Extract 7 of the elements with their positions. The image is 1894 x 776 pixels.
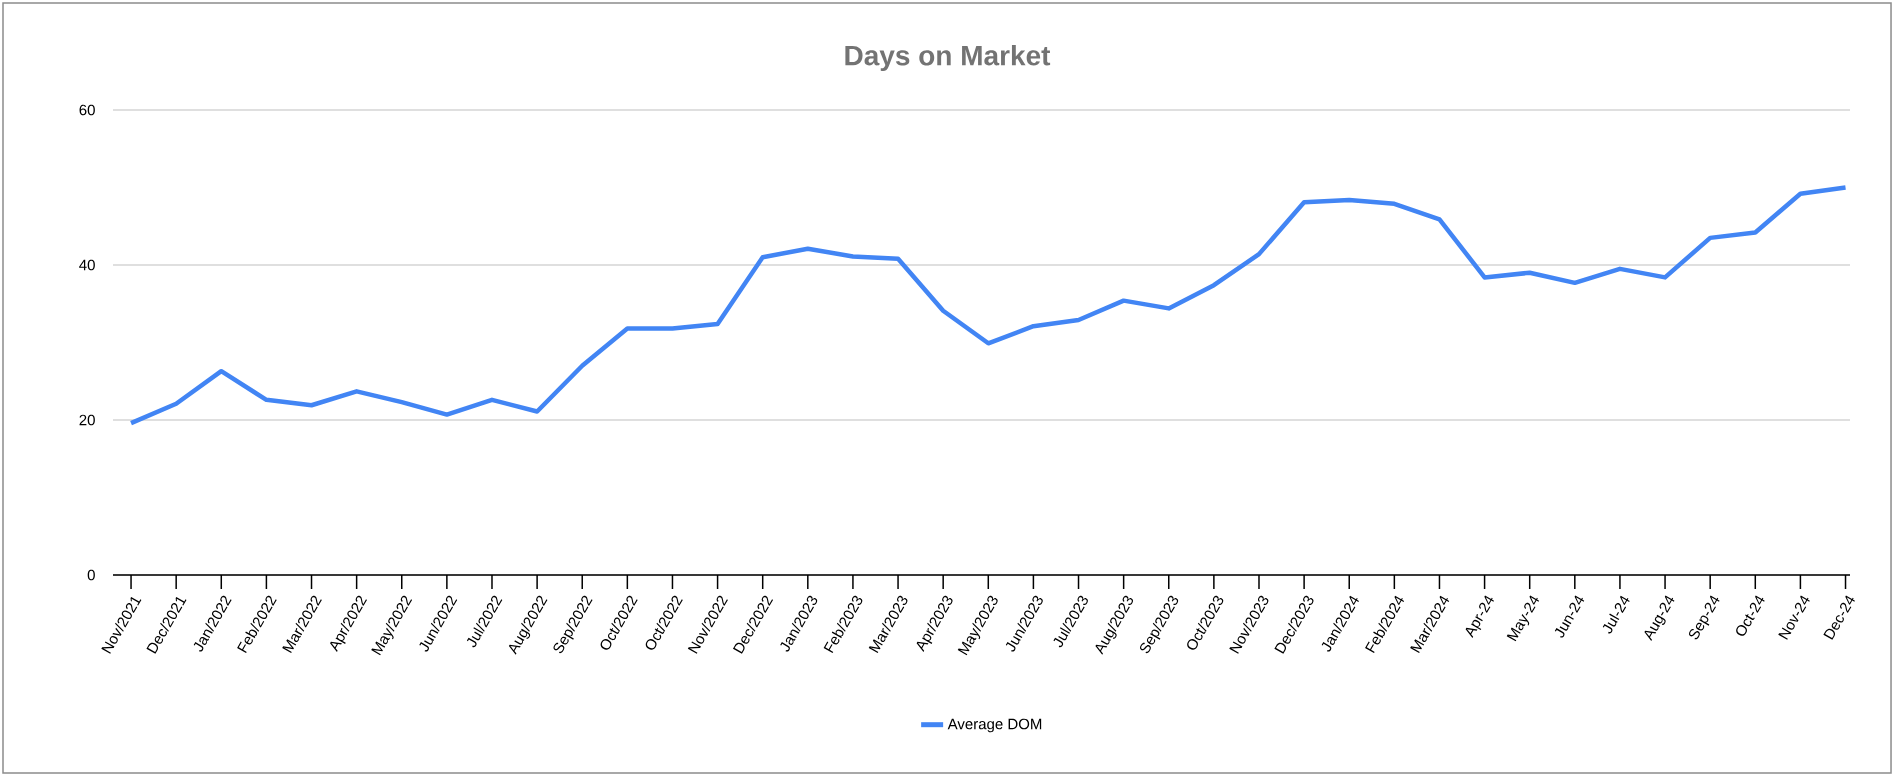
y-tick-label: 40 — [79, 259, 95, 271]
y-tick-label: 20 — [79, 414, 95, 426]
y-tick-label: 60 — [79, 104, 95, 116]
legend-label: Average DOM — [947, 718, 1042, 733]
chart-title: Days on Market — [845, 44, 1051, 72]
line-series — [128, 185, 1848, 426]
y-tick-label: 0 — [87, 569, 95, 581]
